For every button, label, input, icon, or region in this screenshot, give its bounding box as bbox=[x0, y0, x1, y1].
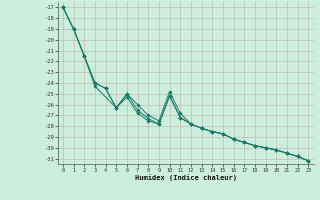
X-axis label: Humidex (Indice chaleur): Humidex (Indice chaleur) bbox=[135, 175, 236, 181]
